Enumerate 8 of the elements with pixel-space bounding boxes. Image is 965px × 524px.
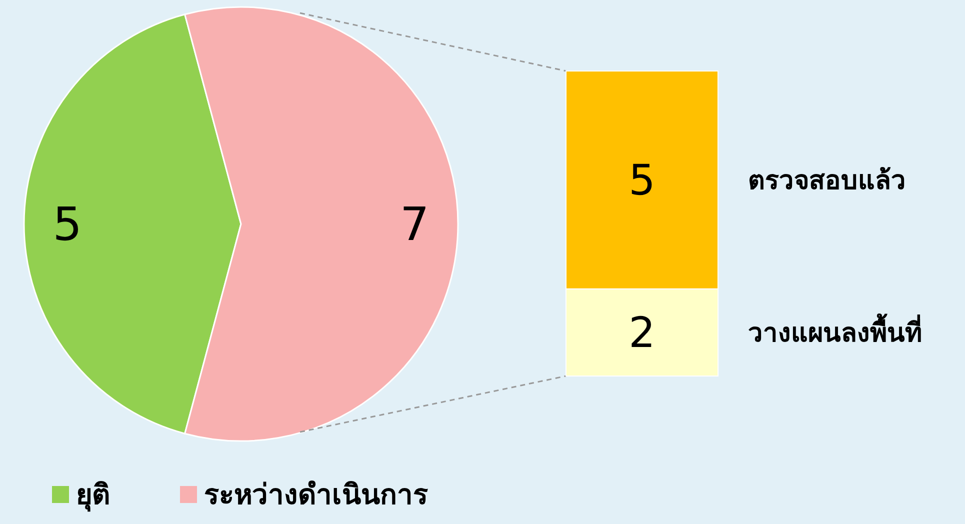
data-label: 7 bbox=[400, 197, 430, 252]
data-label: 5 bbox=[52, 197, 82, 252]
series-label: ตรวจสอบแล้ว bbox=[748, 166, 906, 196]
data-label: 2 bbox=[628, 308, 656, 358]
data-label: 5 bbox=[628, 156, 656, 205]
legend-label: ยุติ bbox=[76, 478, 110, 512]
series-label: วางแผนลงพื้นที่ bbox=[748, 312, 922, 349]
legend-label: ระหว่างดำเนินการ bbox=[204, 478, 428, 511]
